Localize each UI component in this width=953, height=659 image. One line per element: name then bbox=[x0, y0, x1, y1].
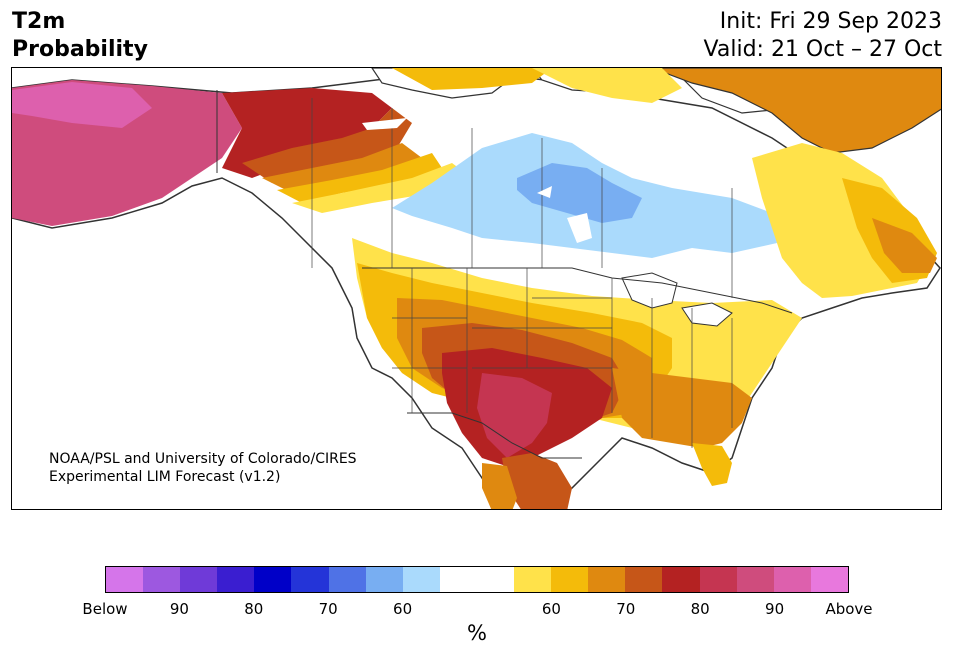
nw-above-55 bbox=[292, 163, 472, 213]
colorbar-tick-label: 90 bbox=[169, 600, 189, 618]
colorbar-tick-label: Below bbox=[82, 600, 128, 618]
alaska-pink bbox=[12, 82, 152, 128]
colorbar-segment bbox=[217, 567, 255, 592]
colorbar-segment bbox=[588, 567, 626, 592]
colorbar-tick-label: 70 bbox=[616, 600, 636, 618]
mexico-above-70 bbox=[502, 453, 572, 509]
colorbar-tick-label: 80 bbox=[690, 600, 710, 618]
colorbar-tick-label: Above bbox=[825, 600, 873, 618]
mexico-above-65 bbox=[482, 463, 517, 509]
credit-text: NOAA/PSL and University of Colorado/CIRE… bbox=[49, 450, 357, 486]
colorbar-segment bbox=[365, 567, 403, 592]
yukon-above-80 bbox=[222, 88, 392, 178]
colorbar-segment bbox=[514, 567, 552, 592]
colorbar-segment bbox=[476, 567, 515, 592]
colorbar-segment bbox=[402, 567, 440, 592]
colorbar bbox=[105, 566, 849, 593]
labrador-above-65 bbox=[872, 218, 937, 273]
colorbar-segment bbox=[106, 567, 144, 592]
se-above-65 bbox=[612, 368, 752, 448]
colorbar-tick-label: 80 bbox=[244, 600, 264, 618]
texas-above-90 bbox=[477, 373, 552, 458]
colorbar-segment bbox=[810, 567, 848, 592]
forecast-map: NOAA/PSL and University of Colorado/CIRE… bbox=[11, 67, 942, 510]
great-lakes bbox=[621, 272, 733, 327]
colorbar-segment bbox=[625, 567, 663, 592]
map-title: T2m Probability bbox=[12, 8, 148, 64]
init-date: Init: Fri 29 Sep 2023 bbox=[719, 9, 942, 34]
colorbar-segment bbox=[662, 567, 700, 592]
colorbar-segment bbox=[328, 567, 366, 592]
bc-above-70 bbox=[242, 108, 412, 183]
title-line-1: T2m bbox=[12, 9, 66, 34]
colorbar-segment bbox=[143, 567, 181, 592]
title-line-2: Probability bbox=[12, 37, 148, 62]
credit-line-1: NOAA/PSL and University of Colorado/CIRE… bbox=[49, 451, 357, 467]
province-lines bbox=[311, 98, 733, 298]
colorbar-tick-label: 60 bbox=[393, 600, 413, 618]
state-lines bbox=[392, 268, 733, 448]
bc-above-60 bbox=[277, 153, 442, 203]
hudson-above-60 bbox=[392, 68, 552, 90]
colorbar-tick-label: 70 bbox=[318, 600, 338, 618]
canada-below-60 bbox=[517, 163, 642, 223]
colorbar-segment bbox=[551, 567, 589, 592]
colorbar-segment bbox=[773, 567, 811, 592]
florida-above-60 bbox=[692, 443, 732, 486]
colorbar-segment bbox=[180, 567, 218, 592]
colorbar-segment bbox=[439, 567, 477, 592]
colorbar-segment bbox=[699, 567, 737, 592]
hudson-above-55 bbox=[532, 68, 682, 103]
colorbar-tick-label: 60 bbox=[541, 600, 561, 618]
colorbar-segment bbox=[254, 567, 292, 592]
colorbar-unit: % bbox=[467, 621, 487, 645]
map-svg: NOAA/PSL and University of Colorado/CIRE… bbox=[12, 68, 941, 509]
colorbar-segment bbox=[291, 567, 329, 592]
colorbar-tick-label: 90 bbox=[765, 600, 785, 618]
forecast-dates: Init: Fri 29 Sep 2023 Valid: 21 Oct – 27… bbox=[704, 8, 942, 64]
us-mexico-border bbox=[407, 412, 582, 459]
valid-dates: Valid: 21 Oct – 27 Oct bbox=[703, 37, 942, 62]
bc-above-65 bbox=[262, 143, 422, 193]
credit-line-2: Experimental LIM Forecast (v1.2) bbox=[49, 469, 281, 485]
colorbar-segment bbox=[736, 567, 774, 592]
